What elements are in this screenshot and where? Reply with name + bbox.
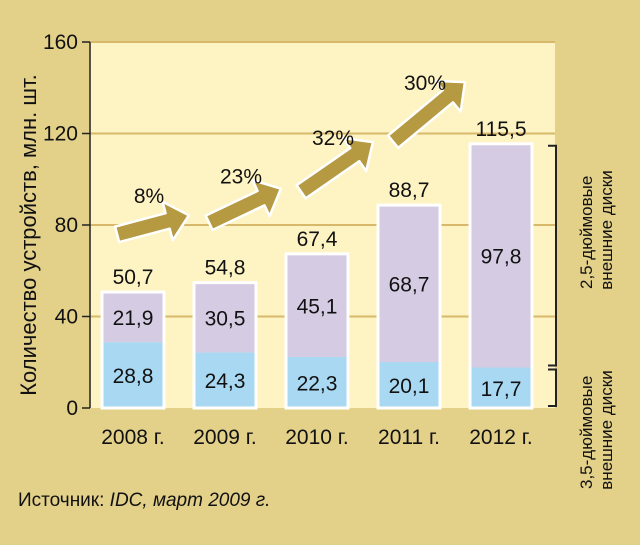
bracket-35 (548, 368, 557, 407)
legend-label-25: 2,5-дюймовые внешние диски (577, 170, 616, 289)
bar-value-label: 17,7 (481, 378, 522, 401)
growth-label: 8% (134, 185, 164, 208)
bar-outline (376, 203, 442, 410)
legend-label-35: 3,5-дюймовые внешние диски (577, 370, 616, 489)
bar-outline (192, 281, 258, 410)
source-value: IDC, март 2009 г. (110, 490, 271, 511)
bar-total-label: 115,5 (476, 118, 527, 141)
axes: 0 40 80 120 160 2008 г. 2009 г. 2010 г. 2011 г. 2… (43, 31, 533, 449)
bar-lower (194, 352, 256, 408)
source-note: Источник: IDC, март 2009 г. (18, 490, 270, 511)
bar-lower (102, 342, 164, 408)
bar-outline (100, 290, 166, 410)
bar-value-label: 22,3 (297, 372, 338, 395)
bar-outline (284, 252, 350, 410)
y-axis-label: Количество устройств, млн. шт. (16, 74, 41, 396)
bar-value-label: 45,1 (297, 295, 338, 318)
y-tick-label: 40 (55, 306, 78, 329)
bar-upper (470, 143, 532, 368)
y-tick-label: 160 (43, 31, 78, 54)
source-label: Источник: (18, 490, 110, 511)
bar-upper (194, 282, 256, 353)
growth-arrows: 8% 23% 32% 30% (113, 72, 467, 244)
bar-outline (468, 142, 534, 410)
arrow-shape (386, 79, 467, 150)
y-tick-label: 0 (66, 397, 78, 420)
bar-upper (102, 292, 164, 343)
bar-lower (378, 362, 440, 408)
x-tick-label: 2010 г. (285, 426, 348, 449)
x-tick-label: 2009 г. (193, 426, 256, 449)
bracket-25 (548, 144, 557, 367)
arrow-shape (113, 200, 191, 244)
growth-arrow (113, 200, 191, 244)
bar-lower (286, 356, 348, 408)
x-tick-label: 2011 г. (378, 426, 440, 449)
growth-arrow (204, 178, 283, 232)
bar-total-label: 88,7 (389, 179, 430, 202)
y-tick-label: 120 (43, 123, 78, 146)
bar-lower (470, 367, 532, 408)
bar-value-label: 21,9 (113, 307, 154, 330)
bar-total-label: 50,7 (113, 266, 154, 289)
bar-value-label: 28,8 (113, 365, 154, 388)
y-tick-label: 80 (55, 214, 78, 237)
legend-brackets (548, 144, 557, 407)
growth-label: 32% (312, 127, 354, 150)
bar-value-label: 68,7 (389, 273, 430, 296)
x-tick-label: 2012 г. (469, 426, 532, 449)
bar-total-label: 67,4 (297, 228, 338, 251)
bar-value-label: 24,3 (205, 370, 246, 393)
bar-value-label: 30,5 (205, 308, 246, 331)
bar-value-label: 97,8 (481, 246, 522, 269)
arrow-shape (204, 178, 283, 232)
growth-arrow (295, 136, 375, 200)
arrow-shape (295, 136, 375, 200)
bar-total-label: 54,8 (205, 257, 246, 280)
growth-label: 23% (220, 166, 262, 189)
growth-arrow (386, 79, 467, 150)
bar-upper (286, 253, 348, 357)
bars: 28,8 24,3 22,3 20,1 17,7 21,9 30,5 45,1 68,7 97,8… (100, 118, 534, 410)
bar-upper (378, 204, 440, 363)
x-tick-label: 2008 г. (101, 426, 164, 449)
bar-value-label: 20,1 (389, 375, 430, 398)
growth-label: 30% (404, 72, 446, 95)
